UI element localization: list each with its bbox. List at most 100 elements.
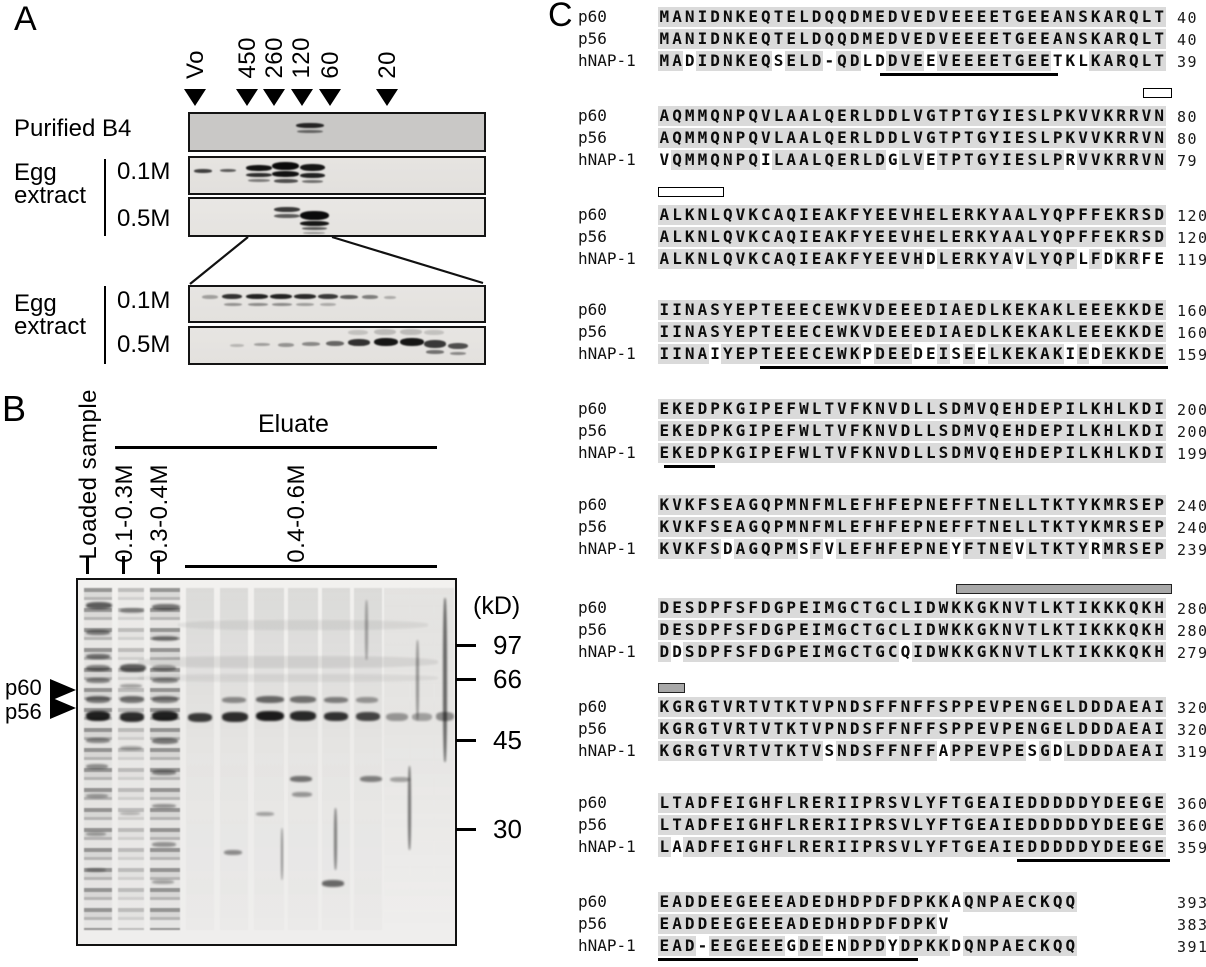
residue: H <box>1102 421 1115 441</box>
residue: E <box>925 150 936 169</box>
gel-band <box>302 227 327 230</box>
residue: I <box>835 793 849 813</box>
residue: A <box>784 106 798 126</box>
residue: F <box>861 495 874 515</box>
residue-number: 159 <box>1177 346 1206 364</box>
residue: V <box>1013 642 1026 662</box>
residue: G <box>975 106 988 126</box>
residue: S <box>799 539 809 558</box>
residue: E <box>873 205 887 225</box>
residue: D <box>1064 793 1077 813</box>
residue: C <box>810 300 823 320</box>
residue: G <box>1013 29 1026 49</box>
gel-band <box>450 352 466 355</box>
residue: M <box>784 495 798 515</box>
residue: N <box>696 227 709 247</box>
residue: H <box>1102 399 1115 419</box>
alignment-row: hNAP-1 E A D - E E G E E E G D E E N D P D Y D P K K D Q N P A E C K Q Q 3… <box>545 935 1206 957</box>
residue: F <box>721 620 735 640</box>
residue: L <box>1064 300 1077 320</box>
gel-lane <box>220 588 248 930</box>
residue: F <box>1076 205 1090 225</box>
residue: E <box>1013 936 1026 956</box>
gel-band <box>290 776 312 782</box>
residue: M <box>822 642 836 662</box>
residue: I <box>670 322 684 342</box>
residue: R <box>848 150 861 170</box>
residue: D <box>848 697 861 717</box>
residue: S <box>824 741 835 760</box>
residue: I <box>746 443 760 463</box>
residue: E <box>1140 539 1153 559</box>
residue: T <box>962 128 976 148</box>
residue: R <box>683 719 697 739</box>
residue: E <box>1038 399 1052 419</box>
alignment-block: p60 L T A D F E I G H F L R E R I I P R S V L Y F T G E A I E D D D D D Y D E… <box>545 792 1206 864</box>
residue: V <box>911 128 925 148</box>
residue-number: 200 <box>1177 401 1206 419</box>
residue: E <box>1114 815 1128 835</box>
gel-band <box>448 343 468 349</box>
residue: Q <box>835 51 849 71</box>
residue: T <box>822 421 836 441</box>
open-domain-bar <box>658 187 724 197</box>
residue: P <box>861 914 874 934</box>
residue: K <box>658 741 671 761</box>
residue: D <box>759 598 773 618</box>
residue: M <box>696 150 709 170</box>
gel-band <box>178 620 428 630</box>
residue: Q <box>670 150 684 170</box>
residue: L <box>1038 620 1052 640</box>
residue: Q <box>670 106 684 126</box>
residue: E <box>1000 495 1014 515</box>
residue: E <box>810 249 823 269</box>
residue: G <box>975 642 988 662</box>
eluate-label: Eluate <box>258 410 329 438</box>
residue: E <box>746 29 760 49</box>
residue: D <box>684 51 695 70</box>
residue: F <box>861 517 874 537</box>
gel-band <box>256 711 284 721</box>
residue: E <box>1038 443 1052 463</box>
residue: G <box>887 150 898 169</box>
gel-band <box>120 812 140 815</box>
residue: D <box>899 421 912 441</box>
residue: E <box>772 443 785 463</box>
residue: K <box>1102 642 1115 662</box>
residue: N <box>835 697 849 717</box>
residue: G <box>1038 697 1052 717</box>
residue: R <box>1127 106 1141 126</box>
residue: I <box>734 793 747 813</box>
sequence-name: p60 <box>578 300 607 319</box>
residue: L <box>1038 598 1052 618</box>
residue: F <box>949 495 963 515</box>
alignment-row: hNAP-1 I I N A I Y E P T E E E C E W K P D E E D E I S E E L K E K A K I E… <box>545 343 1206 365</box>
residue: T <box>962 106 976 126</box>
residue: E <box>937 539 950 559</box>
residue: I <box>835 815 849 835</box>
residue: F <box>873 719 887 739</box>
residue: A <box>683 837 697 857</box>
sequence-name: p60 <box>578 697 607 716</box>
residue: E <box>658 914 671 934</box>
residue: K <box>1114 322 1128 342</box>
residue: L <box>1114 399 1128 419</box>
residue: V <box>670 539 684 559</box>
residue: M <box>822 598 836 618</box>
gel-band <box>256 812 274 816</box>
residue: I <box>1076 620 1090 640</box>
residue: I <box>937 322 950 342</box>
residue: D <box>1076 837 1090 857</box>
residue: H <box>873 495 887 515</box>
residue: E <box>976 344 987 363</box>
residue: Y <box>1076 517 1090 537</box>
residue: D <box>899 443 912 463</box>
alignment-row: p56 L T A D F E I G H F L R E R I I P R S V L Y F T G E A I E D D D D D Y D E… <box>545 814 1206 836</box>
residue: L <box>810 443 823 463</box>
gel-band <box>374 329 396 335</box>
sequence-name: hNAP-1 <box>578 936 636 955</box>
conserved-region-underline <box>1017 859 1170 863</box>
residue: V <box>759 106 773 126</box>
